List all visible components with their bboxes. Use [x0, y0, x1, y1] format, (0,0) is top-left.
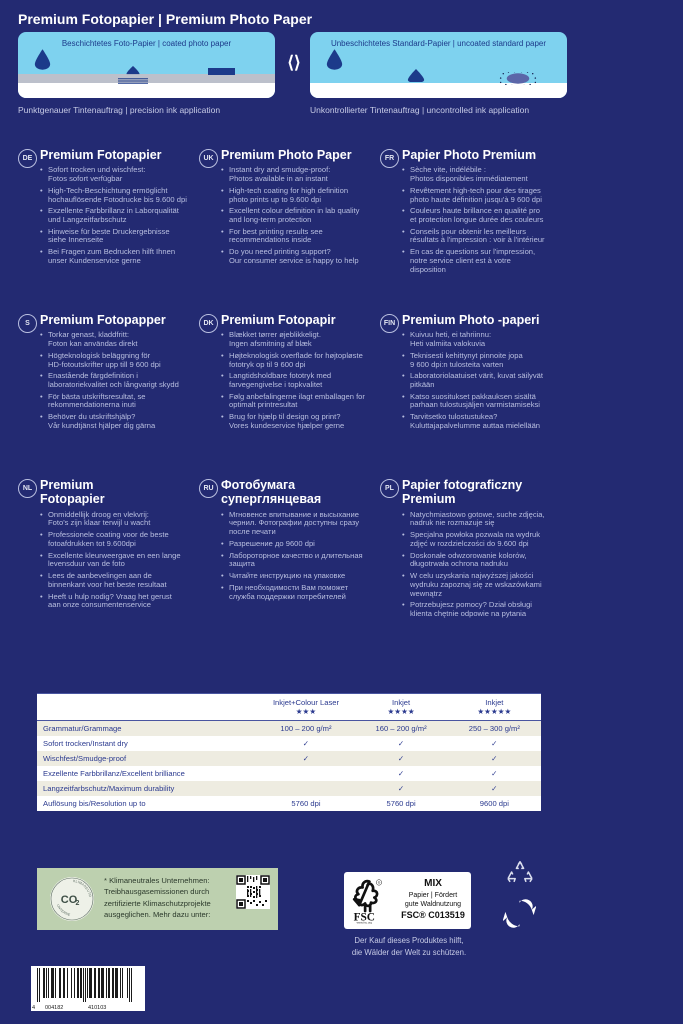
svg-text:®: ®: [378, 881, 381, 885]
svg-text:2: 2: [76, 900, 80, 907]
svg-text:www.fsc.org: www.fsc.org: [357, 921, 373, 925]
svg-text:410103: 410103: [88, 1005, 106, 1011]
svg-text:004182: 004182: [45, 1005, 63, 1011]
svg-text:4: 4: [32, 1005, 35, 1011]
